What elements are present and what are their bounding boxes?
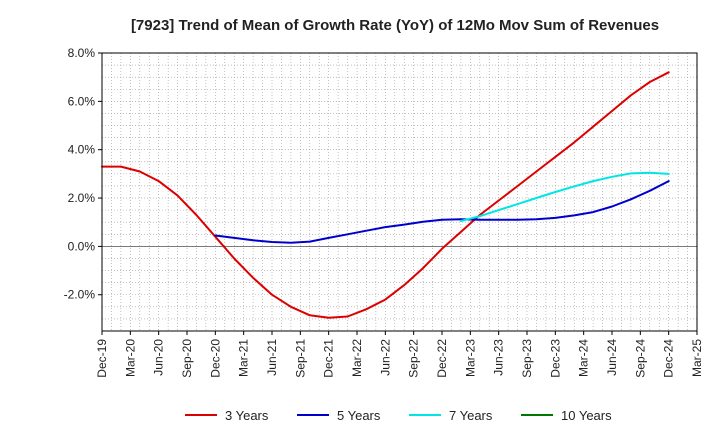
legend-label-3-years: 3 Years <box>225 408 269 423</box>
x-tick-label: Dec-23 <box>548 339 562 378</box>
x-axis: Dec-19 Mar-20 Jun-20 Sep-20 Dec-20 Mar-21 Jun-… <box>95 331 704 378</box>
chart-title: [7923] Trend of Mean of Growth Rate (YoY… <box>131 17 659 34</box>
x-tick-label: Sep-22 <box>407 339 421 378</box>
legend-label-10-years: 10 Years <box>561 408 612 423</box>
series-line-5-years <box>214 180 670 244</box>
x-tick-label: Mar-22 <box>350 339 364 377</box>
x-tick-label: Dec-24 <box>662 339 676 378</box>
y-tick-label: 0.0% <box>68 239 96 253</box>
x-tick-label: Mar-25 <box>690 339 704 377</box>
x-tick-label: Dec-21 <box>322 339 336 378</box>
y-tick-label: 2.0% <box>68 191 96 205</box>
series-lines <box>101 71 670 319</box>
y-tick-label: -2.0% <box>64 288 96 302</box>
x-tick-label: Dec-22 <box>435 339 449 378</box>
legend-label-7-years: 7 Years <box>449 408 493 423</box>
x-tick-label: Sep-24 <box>633 339 647 378</box>
x-tick-label: Dec-19 <box>95 339 109 378</box>
legend: 3 Years 5 Years 7 Years 10 Years <box>185 408 612 423</box>
x-tick-label: Jun-20 <box>152 339 166 376</box>
x-tick-label: Jun-22 <box>378 339 392 376</box>
x-tick-label: Mar-20 <box>123 339 137 377</box>
y-tick-label: 8.0% <box>68 46 96 60</box>
x-tick-label: Sep-20 <box>180 339 194 378</box>
legend-label-5-years: 5 Years <box>337 408 381 423</box>
y-tick-label: 4.0% <box>68 143 96 157</box>
y-axis: -2.0% 0.0% 2.0% 4.0% 6.0% 8.0% <box>64 46 102 302</box>
series-line-3-years <box>101 71 670 319</box>
plot-frame <box>101 52 698 332</box>
x-tick-label: Dec-20 <box>208 339 222 378</box>
x-tick-label: Mar-23 <box>463 339 477 377</box>
x-tick-label: Mar-24 <box>577 339 591 377</box>
x-tick-label: Jun-24 <box>605 339 619 376</box>
x-tick-label: Mar-21 <box>237 339 251 377</box>
series-line-7-years <box>459 171 670 222</box>
grid <box>101 52 698 332</box>
y-tick-label: 6.0% <box>68 94 96 108</box>
x-tick-label: Sep-23 <box>520 339 534 378</box>
x-tick-label: Sep-21 <box>293 339 307 378</box>
x-tick-label: Jun-21 <box>265 339 279 376</box>
x-tick-label: Jun-23 <box>492 339 506 376</box>
